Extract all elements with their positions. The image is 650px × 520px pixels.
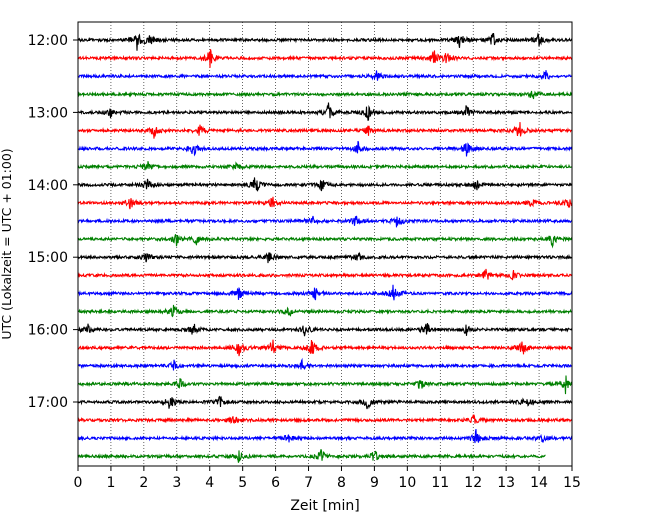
seismic-traces — [77, 32, 573, 463]
trace-1515 — [77, 268, 573, 281]
trace-1315 — [77, 122, 573, 139]
trace-1645 — [77, 375, 573, 395]
trace-1430 — [77, 215, 573, 228]
x-tick-label: 4 — [205, 475, 214, 491]
x-tick-label: 5 — [238, 475, 247, 491]
trace-1445 — [77, 234, 573, 249]
trace-1730 — [77, 429, 573, 444]
trace-1715 — [77, 413, 573, 425]
x-tick-label: 6 — [271, 475, 280, 491]
trace-1245 — [77, 90, 573, 100]
trace-1345 — [77, 161, 573, 171]
trace-1300 — [77, 102, 573, 121]
x-tick-label: 1 — [106, 475, 115, 491]
trace-1600 — [77, 323, 573, 337]
x-tick-label: 11 — [431, 475, 449, 491]
x-tick-label: 8 — [337, 475, 346, 491]
x-axis-title: Zeit [min] — [290, 498, 359, 514]
trace-1230 — [77, 70, 573, 81]
trace-1700 — [77, 395, 573, 410]
x-tick-label: 7 — [304, 475, 313, 491]
x-tick-label: 2 — [139, 475, 148, 491]
x-tick-label: 3 — [172, 475, 181, 491]
trace-1500 — [77, 251, 573, 264]
y-tick-label: 17:00 — [28, 395, 68, 411]
x-tick-label: 14 — [530, 475, 548, 491]
x-tick-label: 12 — [464, 475, 482, 491]
x-tick-label: 10 — [398, 475, 416, 491]
trace-1200 — [77, 32, 573, 51]
y-tick-label: 13:00 — [28, 105, 68, 121]
y-tick-label: 15:00 — [28, 250, 68, 266]
x-axis-ticks: 0 1 2 3 4 5 6 7 8 9 10 11 12 13 14 15 — [74, 466, 581, 491]
y-tick-label: 12:00 — [28, 33, 68, 49]
trace-1615 — [77, 339, 573, 357]
trace-1415 — [77, 196, 573, 210]
vertical-grid — [110, 22, 540, 466]
y-axis-title: UTC (Lokalzeit = UTC + 01:00) — [0, 148, 14, 339]
trace-1630 — [77, 357, 573, 371]
trace-1530 — [77, 284, 573, 301]
x-tick-label: 9 — [370, 475, 379, 491]
y-tick-label: 14:00 — [28, 178, 68, 194]
trace-1215 — [77, 49, 573, 68]
x-tick-label: 0 — [74, 475, 83, 491]
x-tick-label: 13 — [497, 475, 515, 491]
y-tick-label: 16:00 — [28, 323, 68, 339]
y-axis-ticks: 12:00 13:00 14:00 15:00 16:00 17:00 — [28, 33, 78, 411]
plot-frame — [77, 21, 573, 467]
trace-1400 — [77, 177, 573, 192]
x-tick-label: 15 — [563, 475, 581, 491]
trace-1545 — [77, 304, 573, 318]
trace-1745 — [77, 449, 546, 463]
trace-1330 — [77, 140, 573, 157]
